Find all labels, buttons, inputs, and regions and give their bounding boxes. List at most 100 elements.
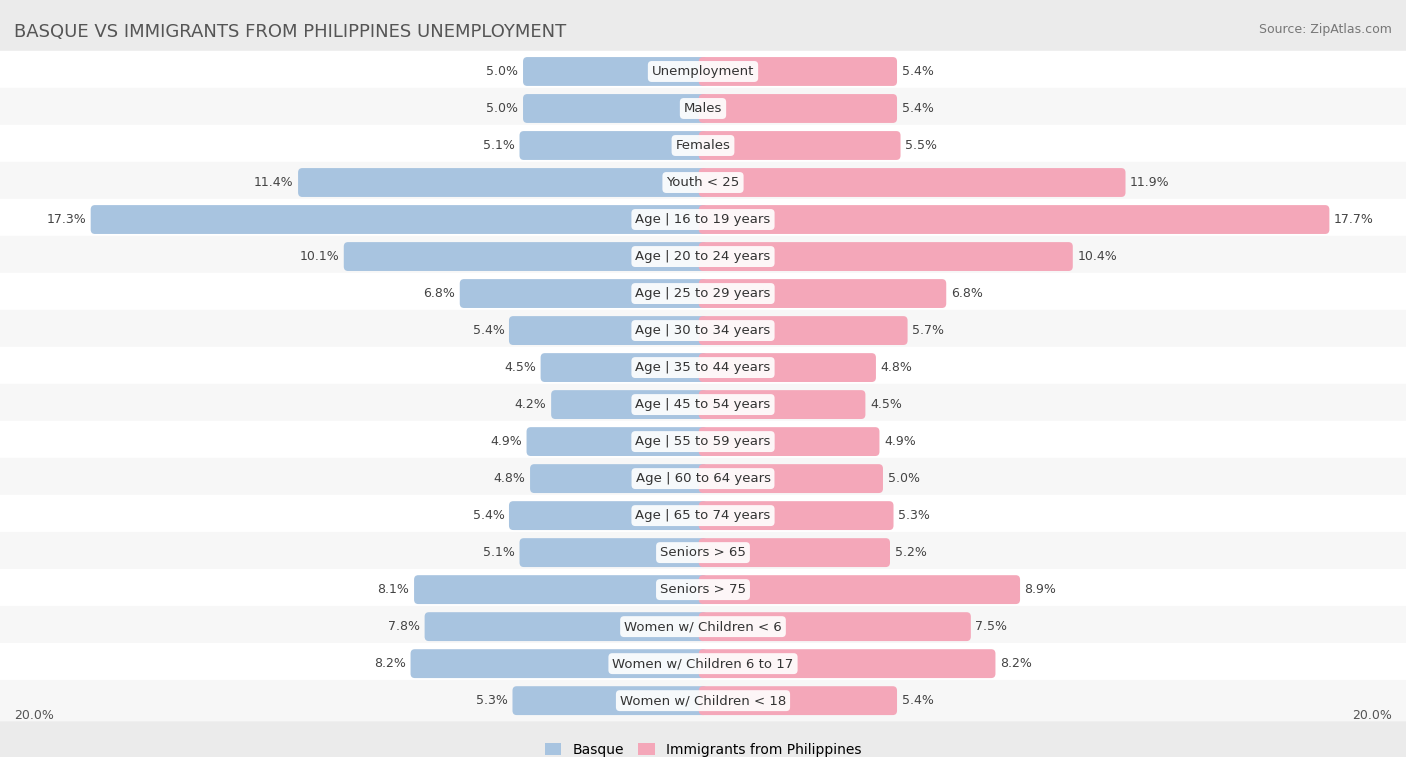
FancyBboxPatch shape bbox=[699, 242, 1073, 271]
Text: 10.1%: 10.1% bbox=[299, 250, 339, 263]
Text: 7.8%: 7.8% bbox=[388, 620, 420, 633]
Text: Age | 60 to 64 years: Age | 60 to 64 years bbox=[636, 472, 770, 485]
Text: 5.3%: 5.3% bbox=[477, 694, 508, 707]
Text: 8.2%: 8.2% bbox=[374, 657, 406, 670]
Text: Seniors > 75: Seniors > 75 bbox=[659, 583, 747, 596]
FancyBboxPatch shape bbox=[0, 236, 1406, 277]
Text: Age | 65 to 74 years: Age | 65 to 74 years bbox=[636, 509, 770, 522]
FancyBboxPatch shape bbox=[0, 532, 1406, 573]
FancyBboxPatch shape bbox=[425, 612, 707, 641]
FancyBboxPatch shape bbox=[0, 606, 1406, 647]
Text: 5.4%: 5.4% bbox=[472, 509, 505, 522]
Text: 6.8%: 6.8% bbox=[950, 287, 983, 300]
FancyBboxPatch shape bbox=[520, 538, 707, 567]
FancyBboxPatch shape bbox=[91, 205, 707, 234]
Text: 8.1%: 8.1% bbox=[378, 583, 409, 596]
Text: 7.5%: 7.5% bbox=[976, 620, 1008, 633]
FancyBboxPatch shape bbox=[509, 316, 707, 345]
FancyBboxPatch shape bbox=[699, 168, 1126, 197]
Text: Age | 20 to 24 years: Age | 20 to 24 years bbox=[636, 250, 770, 263]
Text: 5.4%: 5.4% bbox=[472, 324, 505, 337]
Text: Youth < 25: Youth < 25 bbox=[666, 176, 740, 189]
FancyBboxPatch shape bbox=[699, 427, 880, 456]
Text: 20.0%: 20.0% bbox=[14, 709, 53, 722]
Text: Age | 16 to 19 years: Age | 16 to 19 years bbox=[636, 213, 770, 226]
Text: 20.0%: 20.0% bbox=[1353, 709, 1392, 722]
Text: Males: Males bbox=[683, 102, 723, 115]
Text: Women w/ Children 6 to 17: Women w/ Children 6 to 17 bbox=[613, 657, 793, 670]
FancyBboxPatch shape bbox=[530, 464, 707, 493]
FancyBboxPatch shape bbox=[513, 686, 707, 715]
Text: 5.7%: 5.7% bbox=[912, 324, 945, 337]
Text: 4.8%: 4.8% bbox=[494, 472, 526, 485]
Text: Females: Females bbox=[675, 139, 731, 152]
FancyBboxPatch shape bbox=[0, 125, 1406, 167]
Text: 4.2%: 4.2% bbox=[515, 398, 547, 411]
Text: Age | 25 to 29 years: Age | 25 to 29 years bbox=[636, 287, 770, 300]
FancyBboxPatch shape bbox=[551, 390, 707, 419]
FancyBboxPatch shape bbox=[0, 680, 1406, 721]
FancyBboxPatch shape bbox=[699, 57, 897, 86]
FancyBboxPatch shape bbox=[699, 538, 890, 567]
FancyBboxPatch shape bbox=[0, 421, 1406, 463]
Text: Women w/ Children < 6: Women w/ Children < 6 bbox=[624, 620, 782, 633]
Text: Unemployment: Unemployment bbox=[652, 65, 754, 78]
Text: 10.4%: 10.4% bbox=[1077, 250, 1118, 263]
FancyBboxPatch shape bbox=[460, 279, 707, 308]
Text: 5.0%: 5.0% bbox=[887, 472, 920, 485]
Text: 5.4%: 5.4% bbox=[901, 102, 934, 115]
FancyBboxPatch shape bbox=[527, 427, 707, 456]
FancyBboxPatch shape bbox=[0, 273, 1406, 314]
FancyBboxPatch shape bbox=[344, 242, 707, 271]
FancyBboxPatch shape bbox=[0, 495, 1406, 536]
Text: Age | 35 to 44 years: Age | 35 to 44 years bbox=[636, 361, 770, 374]
FancyBboxPatch shape bbox=[411, 650, 707, 678]
Text: BASQUE VS IMMIGRANTS FROM PHILIPPINES UNEMPLOYMENT: BASQUE VS IMMIGRANTS FROM PHILIPPINES UN… bbox=[14, 23, 567, 41]
Text: Women w/ Children < 18: Women w/ Children < 18 bbox=[620, 694, 786, 707]
Text: 5.1%: 5.1% bbox=[484, 139, 515, 152]
FancyBboxPatch shape bbox=[699, 279, 946, 308]
FancyBboxPatch shape bbox=[0, 643, 1406, 684]
Text: 5.1%: 5.1% bbox=[484, 546, 515, 559]
FancyBboxPatch shape bbox=[0, 458, 1406, 500]
Text: Age | 30 to 34 years: Age | 30 to 34 years bbox=[636, 324, 770, 337]
Text: 5.5%: 5.5% bbox=[905, 139, 938, 152]
Text: 8.9%: 8.9% bbox=[1025, 583, 1056, 596]
Text: 4.5%: 4.5% bbox=[505, 361, 536, 374]
Text: 6.8%: 6.8% bbox=[423, 287, 456, 300]
FancyBboxPatch shape bbox=[523, 94, 707, 123]
FancyBboxPatch shape bbox=[699, 131, 901, 160]
Legend: Basque, Immigrants from Philippines: Basque, Immigrants from Philippines bbox=[540, 737, 866, 757]
Text: 5.3%: 5.3% bbox=[898, 509, 929, 522]
FancyBboxPatch shape bbox=[0, 310, 1406, 351]
FancyBboxPatch shape bbox=[699, 650, 995, 678]
FancyBboxPatch shape bbox=[298, 168, 707, 197]
FancyBboxPatch shape bbox=[699, 205, 1329, 234]
Text: Seniors > 65: Seniors > 65 bbox=[659, 546, 747, 559]
Text: Source: ZipAtlas.com: Source: ZipAtlas.com bbox=[1258, 23, 1392, 36]
FancyBboxPatch shape bbox=[699, 94, 897, 123]
FancyBboxPatch shape bbox=[520, 131, 707, 160]
FancyBboxPatch shape bbox=[0, 384, 1406, 425]
FancyBboxPatch shape bbox=[509, 501, 707, 530]
Text: 11.4%: 11.4% bbox=[254, 176, 294, 189]
FancyBboxPatch shape bbox=[699, 316, 908, 345]
FancyBboxPatch shape bbox=[699, 390, 866, 419]
FancyBboxPatch shape bbox=[0, 88, 1406, 129]
FancyBboxPatch shape bbox=[540, 353, 707, 382]
FancyBboxPatch shape bbox=[0, 162, 1406, 203]
FancyBboxPatch shape bbox=[699, 501, 894, 530]
Text: 17.3%: 17.3% bbox=[46, 213, 86, 226]
FancyBboxPatch shape bbox=[699, 353, 876, 382]
FancyBboxPatch shape bbox=[699, 686, 897, 715]
Text: 4.8%: 4.8% bbox=[880, 361, 912, 374]
Text: 11.9%: 11.9% bbox=[1130, 176, 1170, 189]
Text: Age | 55 to 59 years: Age | 55 to 59 years bbox=[636, 435, 770, 448]
Text: 4.9%: 4.9% bbox=[491, 435, 522, 448]
FancyBboxPatch shape bbox=[699, 575, 1021, 604]
FancyBboxPatch shape bbox=[0, 199, 1406, 240]
Text: 17.7%: 17.7% bbox=[1334, 213, 1374, 226]
Text: 4.9%: 4.9% bbox=[884, 435, 915, 448]
FancyBboxPatch shape bbox=[0, 51, 1406, 92]
Text: 8.2%: 8.2% bbox=[1000, 657, 1032, 670]
